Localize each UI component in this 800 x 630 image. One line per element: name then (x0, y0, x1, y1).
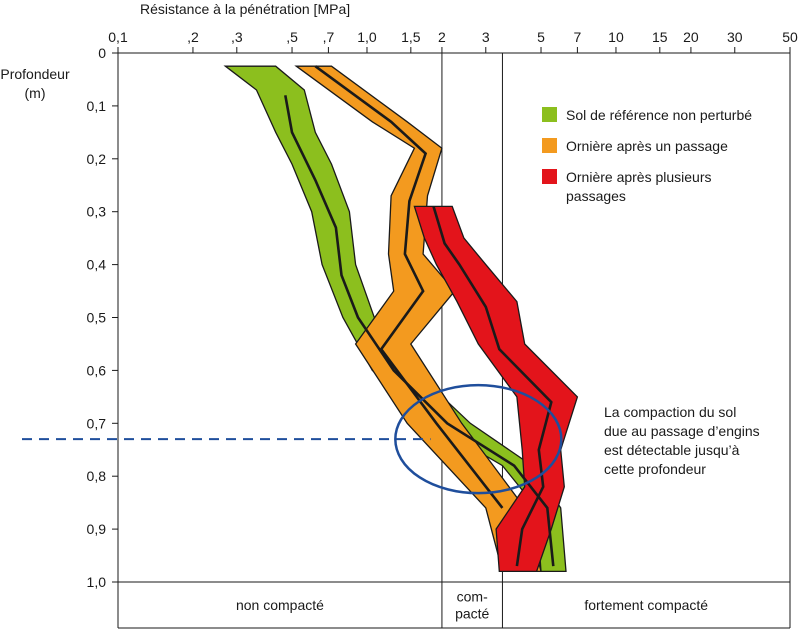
y-tick-label: 0,1 (87, 98, 107, 114)
series-band (294, 65, 542, 573)
y-tick-label: 0,4 (87, 257, 107, 273)
zone-label: com- (457, 589, 488, 605)
annotation-text: est détectable jusqu’à (604, 442, 740, 458)
annotation: La compaction du sol due au passage d’eng… (394, 383, 760, 495)
y-tick-label: 0,2 (87, 151, 107, 167)
annotation-ellipse (394, 383, 563, 495)
y-tick-label: 0 (98, 45, 106, 61)
annotation-text: cette profondeur (604, 461, 706, 477)
legend-label: Sol de référence non perturbé (566, 107, 752, 123)
x-tick-label: 5 (537, 29, 545, 45)
legend-label: passages (566, 188, 626, 204)
x-tick-label: 0,1 (108, 29, 128, 45)
y-tick-label: 0,7 (87, 415, 107, 431)
x-tick-label: 2 (438, 29, 446, 45)
x-tick-label: 7 (574, 29, 582, 45)
y-tick-label: 0,5 (87, 310, 107, 326)
x-tick-label: 50 (782, 29, 798, 45)
series-mean-line (314, 65, 504, 509)
legend-label: Ornière après plusieurs (566, 169, 712, 185)
x-axis-title: Résistance à la pénétration [MPa] (140, 1, 350, 17)
legend-swatch (542, 107, 557, 122)
x-tick-label: 1,0 (357, 29, 377, 45)
y-axis-title: Profondeur (0, 66, 70, 82)
legend-label: Ornière après un passage (566, 138, 728, 154)
y-tick-label: 0,8 (87, 468, 107, 484)
x-tick-label: ,7 (323, 29, 335, 45)
series-mean-line (432, 206, 553, 567)
x-tick-label: 20 (683, 29, 699, 45)
mean-line-layer (284, 65, 555, 567)
legend-swatch (542, 169, 557, 184)
x-tick-label: 1,5 (401, 29, 421, 45)
zone-label: fortement compacté (584, 597, 708, 613)
x-tick-label: ,5 (286, 29, 298, 45)
series-band (413, 205, 579, 573)
y-tick-label: 0,6 (87, 362, 107, 378)
zone-layer: non compacté com-pacté fortement compacté (117, 53, 791, 629)
band-layer (223, 65, 579, 573)
x-tick-label: ,3 (231, 29, 243, 45)
zone-label: non compacté (236, 597, 324, 613)
legend: Sol de référence non perturbé Ornière apr… (542, 107, 752, 204)
axes-layer: 0,1 ,2 ,3 ,5 ,7 1,0 1,5 2 3 5 7 10 15 20 30 50 Résistanc… (0, 1, 798, 590)
x-tick-label: 10 (608, 29, 624, 45)
y-tick-label: 0,9 (87, 521, 107, 537)
series-mean-line (284, 95, 555, 567)
y-tick-label: 0,3 (87, 204, 107, 220)
legend-swatch (542, 138, 557, 153)
x-tick-label: 3 (482, 29, 490, 45)
x-tick-label: ,2 (187, 29, 199, 45)
y-tick-label: 1,0 (87, 574, 107, 590)
x-tick-label: 30 (727, 29, 743, 45)
x-tick-label: 15 (652, 29, 668, 45)
annotation-text: La compaction du sol (604, 404, 736, 420)
zone-label: pacté (455, 606, 489, 622)
y-axis-title: (m) (25, 85, 46, 101)
annotation-text: due au passage d’engins (604, 423, 760, 439)
